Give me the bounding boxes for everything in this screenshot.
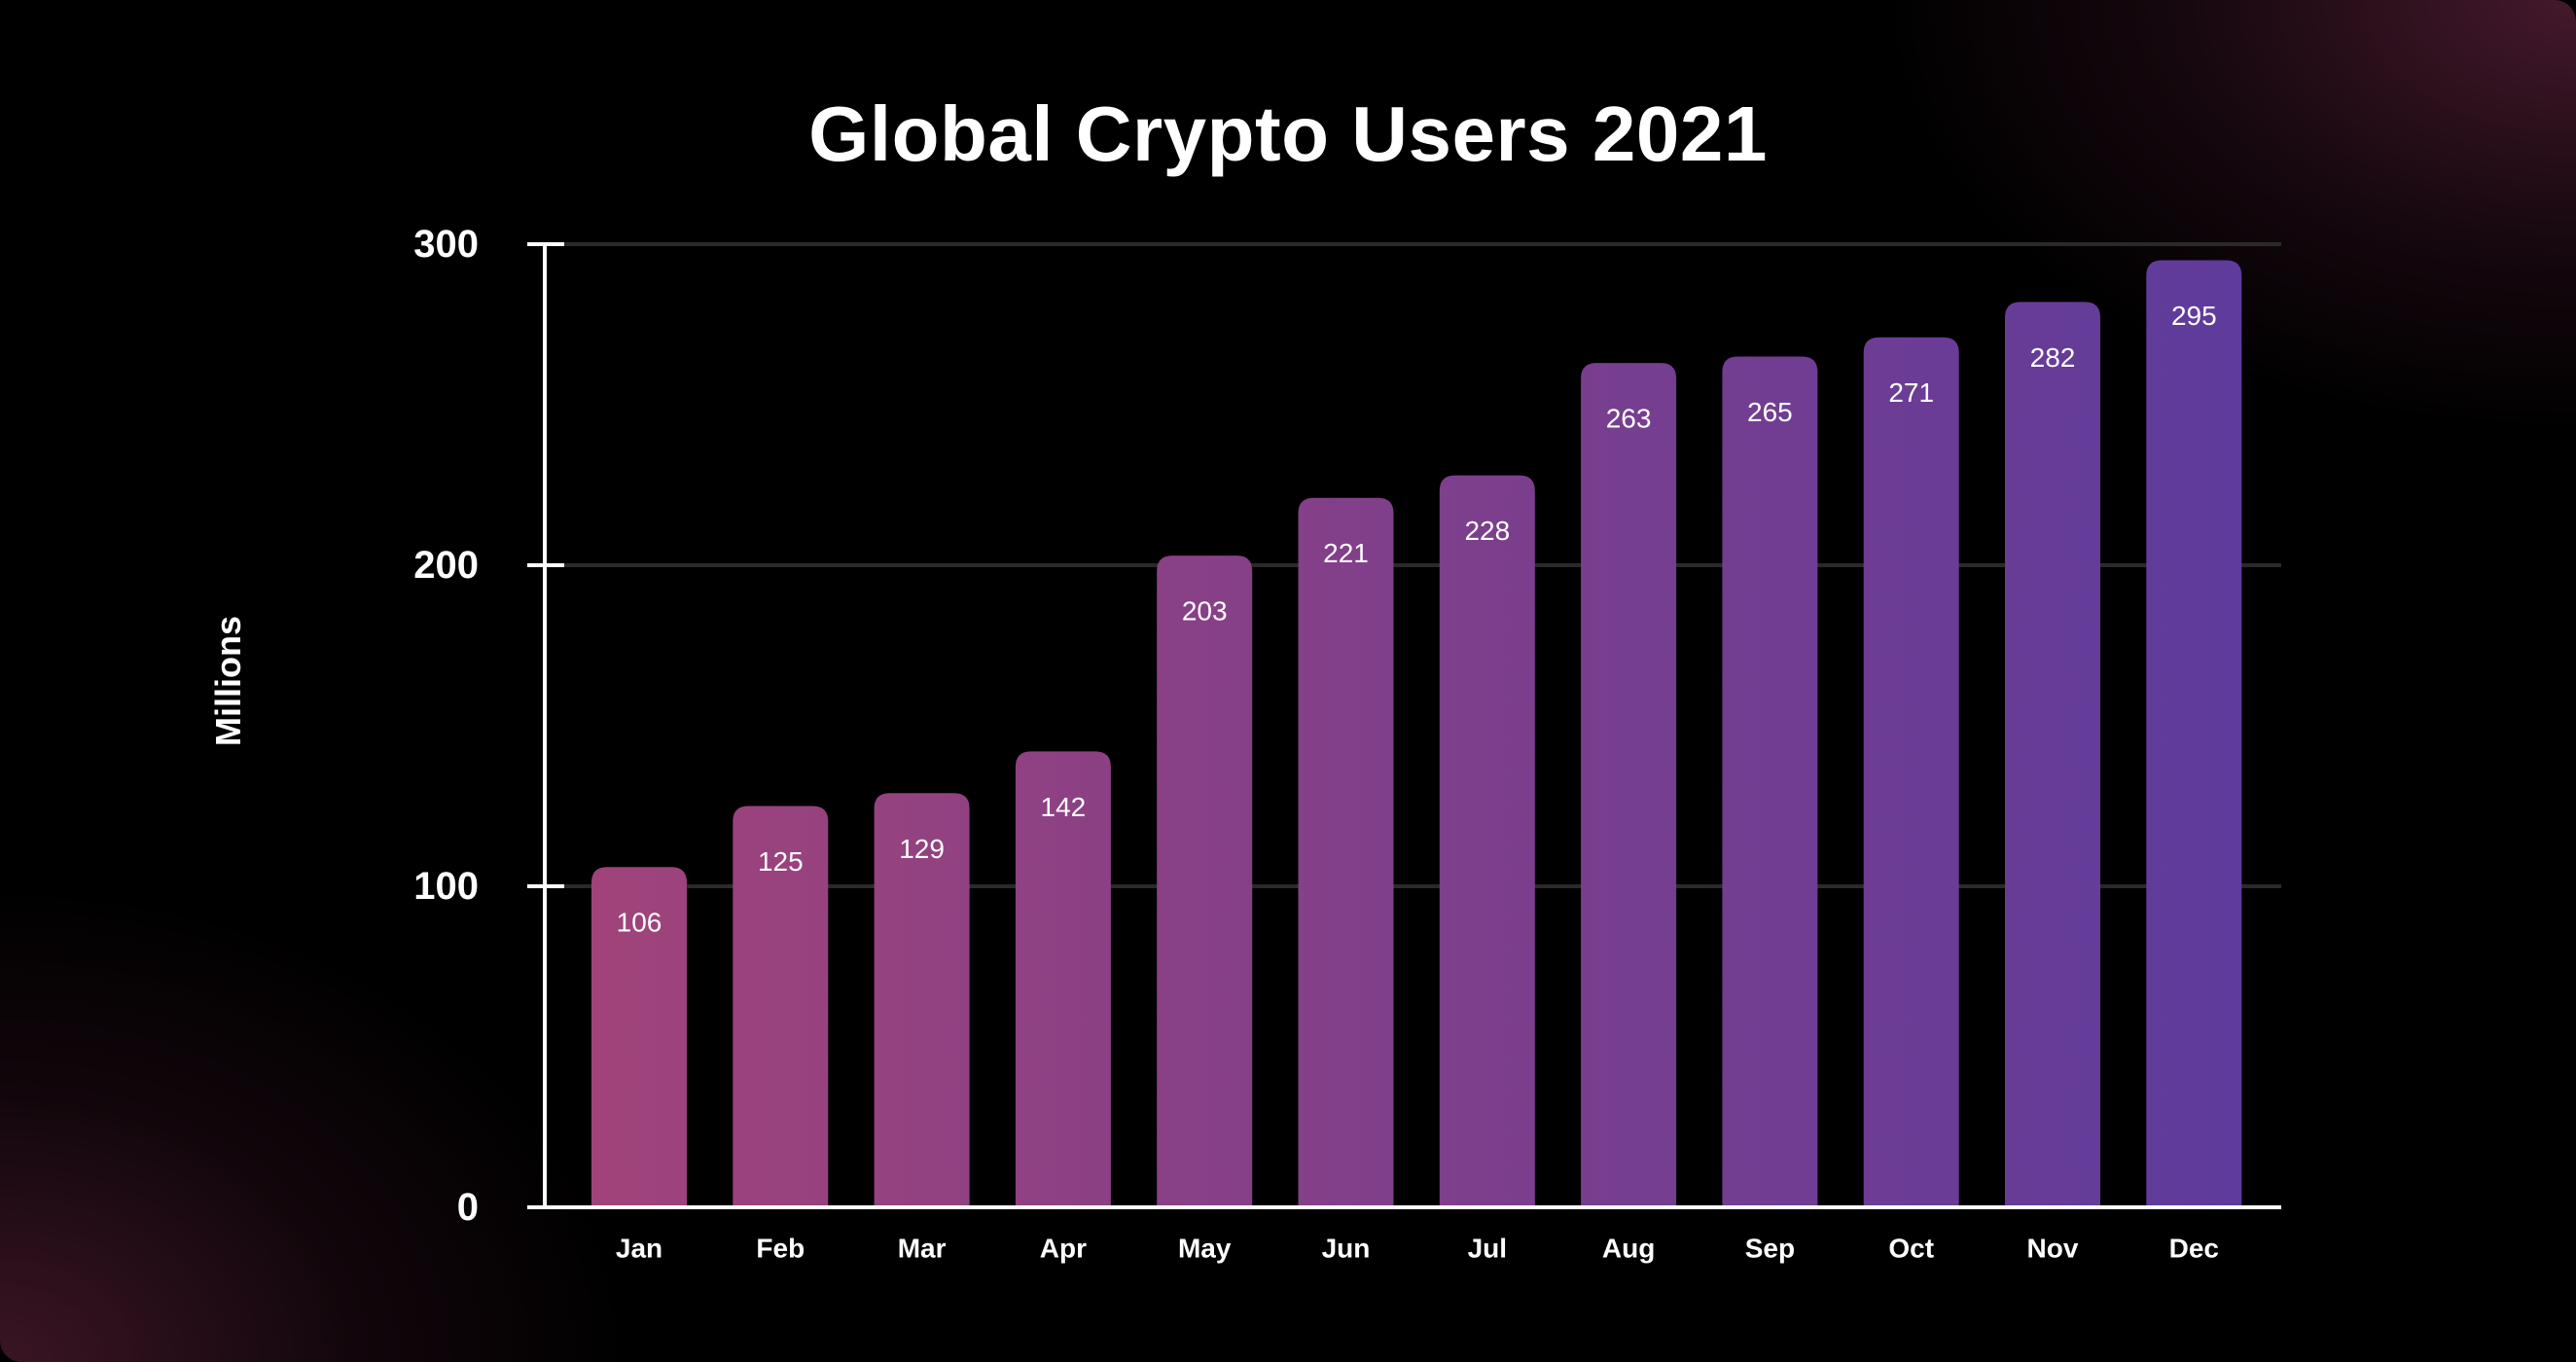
bar-value-label: 295 <box>2171 301 2217 331</box>
bar-value-label: 271 <box>1888 377 1934 408</box>
bar-value-label: 282 <box>2030 342 2076 373</box>
bar-oct <box>1863 337 1959 1207</box>
x-tick-label: Jul <box>1468 1234 1507 1264</box>
bar-nov <box>2005 302 2100 1207</box>
x-tick-label: Aug <box>1602 1234 1655 1264</box>
bar-dec <box>2146 260 2242 1207</box>
bars <box>591 260 2242 1208</box>
labels: 0 100 200 300 106 Jan 125 Feb 129 Mar 142 Apr 203 May… <box>413 223 2219 1264</box>
bar-apr <box>1015 751 1111 1207</box>
bar-feb <box>733 806 829 1207</box>
bar-jun <box>1298 497 1394 1207</box>
bar-jul <box>1439 475 1535 1208</box>
x-tick-label: Nov <box>2027 1234 2079 1264</box>
x-tick-label: Oct <box>1888 1234 1934 1264</box>
bar-value-label: 129 <box>899 834 945 864</box>
x-tick-label: Jan <box>616 1234 662 1264</box>
bar-mar <box>874 793 970 1207</box>
bar-sep <box>1722 356 1818 1207</box>
y-tick-label: 100 <box>413 865 479 908</box>
y-tick-label: 200 <box>413 544 479 587</box>
bar-may <box>1157 556 1253 1207</box>
y-tick-label: 300 <box>413 223 479 266</box>
x-tick-label: Dec <box>2169 1234 2219 1264</box>
x-tick-label: Feb <box>756 1234 805 1264</box>
gridlines <box>545 242 2281 888</box>
bar-value-label: 203 <box>1182 596 1228 627</box>
x-tick-label: May <box>1178 1234 1232 1264</box>
x-tick-label: Sep <box>1745 1234 1795 1264</box>
y-tick-label: 0 <box>457 1186 479 1229</box>
bar-value-label: 263 <box>1606 404 1652 434</box>
bar-value-label: 228 <box>1464 516 1510 546</box>
x-tick-label: Jun <box>1322 1234 1371 1264</box>
bar-value-label: 106 <box>617 908 662 938</box>
x-tick-label: Apr <box>1040 1234 1087 1264</box>
bar-aug <box>1581 363 1677 1208</box>
bar-value-label: 265 <box>1747 397 1793 427</box>
bar-jan <box>591 867 687 1207</box>
x-tick-label: Mar <box>898 1234 947 1264</box>
axes <box>527 242 2281 1209</box>
bar-value-label: 142 <box>1041 792 1087 822</box>
chart-title: Global Crypto Users 2021 <box>808 90 1768 177</box>
bar-value-label: 221 <box>1323 538 1369 568</box>
bar-value-label: 125 <box>758 846 804 877</box>
